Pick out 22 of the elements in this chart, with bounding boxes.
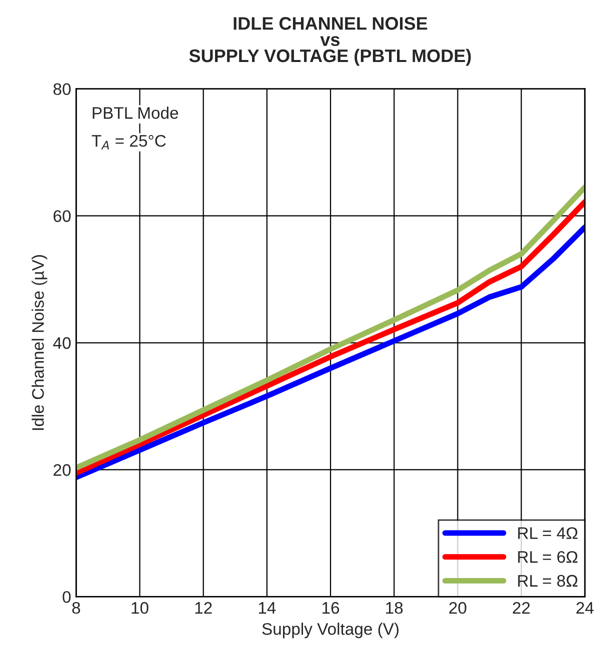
x-tick-label: 20 bbox=[449, 602, 466, 614]
annotation: T$_{A}$ = 25°C bbox=[92, 134, 166, 150]
y-tick-label: 40 bbox=[53, 337, 71, 349]
x-tick-label: 10 bbox=[132, 602, 148, 614]
legend-label: RL = 8Ω bbox=[518, 574, 578, 587]
y-axis-title: Idle Channel Noise (µV) bbox=[32, 255, 48, 430]
y-tick-label: 0 bbox=[62, 591, 71, 603]
y-tick-label: 20 bbox=[54, 464, 71, 476]
x-tick-label: 12 bbox=[195, 602, 212, 614]
x-tick-label: 22 bbox=[512, 602, 530, 614]
y-tick-label: 80 bbox=[53, 83, 71, 96]
chart-title: IDLE CHANNEL NOISE vs SUPPLY VOLTAGE (PBTL MODE) bbox=[189, 17, 471, 66]
x-tick-label: 24 bbox=[576, 602, 594, 614]
y-tick-label: 60 bbox=[54, 210, 71, 222]
legend-label: RL = 4Ω bbox=[518, 527, 578, 539]
x-tick-label: 8 bbox=[72, 602, 80, 614]
x-tick-label: 16 bbox=[322, 602, 340, 614]
annotation: PBTL Mode bbox=[92, 106, 178, 119]
x-tick-label: 18 bbox=[386, 602, 403, 614]
legend-label: RL = 6Ω bbox=[518, 551, 578, 563]
x-axis-title: Supply Voltage (V) bbox=[262, 622, 399, 638]
x-tick-label: 14 bbox=[258, 602, 276, 614]
